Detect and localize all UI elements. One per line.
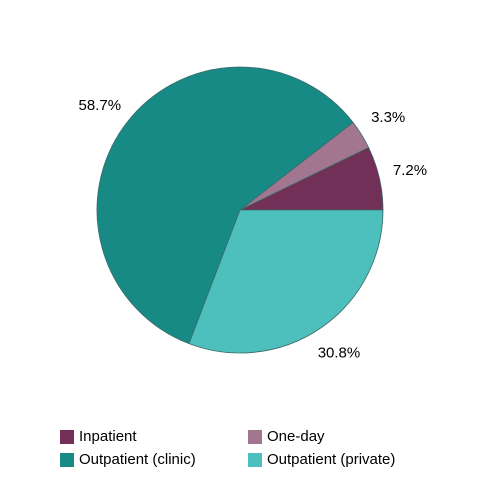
legend-label: Outpatient (private) — [267, 451, 395, 468]
value-label: 3.3% — [371, 109, 405, 126]
pie-slice — [188, 209, 384, 354]
legend-swatch — [248, 430, 262, 444]
legend-swatch — [60, 430, 74, 444]
pie-slice — [96, 66, 354, 345]
legend-label: Outpatient (clinic) — [79, 451, 196, 468]
legend-swatch — [60, 453, 74, 467]
legend-label: One-day — [267, 428, 325, 445]
value-label: 58.7% — [79, 97, 122, 114]
legend-label: Inpatient — [79, 428, 137, 445]
value-label: 7.2% — [393, 162, 427, 179]
value-label: 30.8% — [318, 345, 361, 362]
legend-swatch — [248, 453, 262, 467]
